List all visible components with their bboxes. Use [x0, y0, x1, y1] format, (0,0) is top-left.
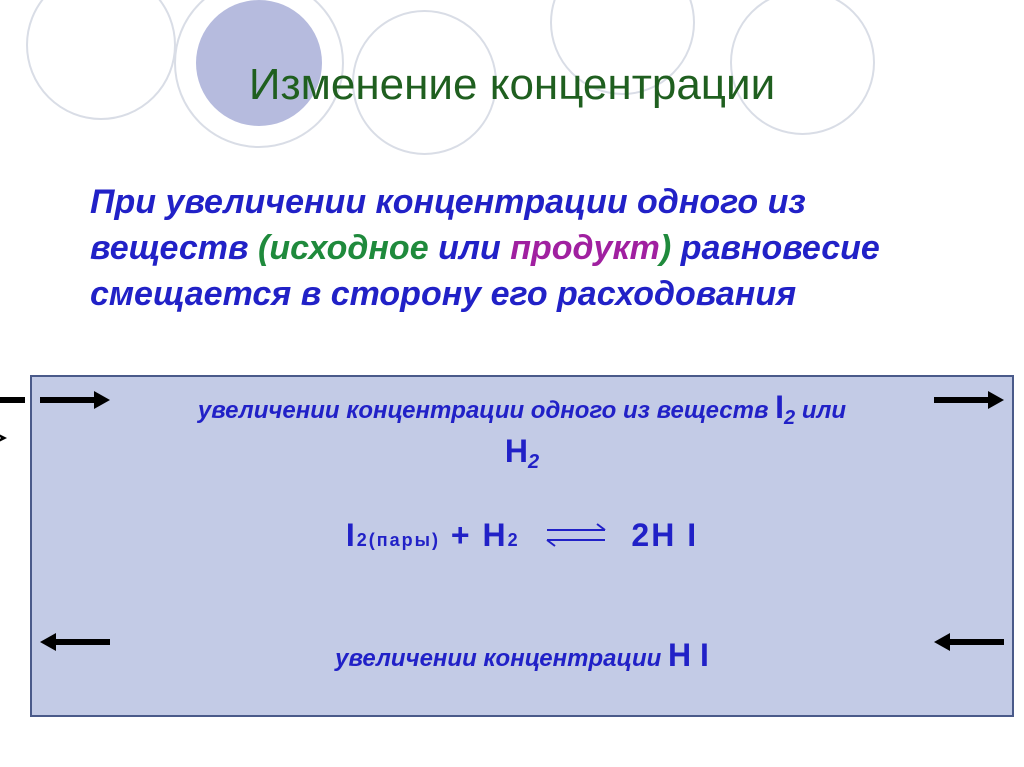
title-text: Изменение концентрации — [249, 60, 775, 109]
iodine-symbol: I — [775, 389, 784, 425]
increase-reactants-line: увеличении концентрации одного из вещест… — [32, 387, 1012, 475]
arrow-top-left — [40, 388, 110, 412]
reversible-arrows-icon — [541, 519, 611, 556]
reaction-equation: I2(пары) + Н2 2Н I — [32, 517, 1012, 556]
eq-i-sub: 2(пары) — [357, 530, 440, 550]
iodine-sub: 2 — [784, 407, 795, 429]
eq-plus: + — [440, 517, 482, 553]
hydrogen-symbol: H — [505, 433, 528, 469]
arrow-external-top — [0, 388, 25, 412]
eq-h: Н — [483, 517, 508, 553]
eq-i: I — [346, 517, 357, 553]
line1-sep: или — [795, 397, 846, 424]
increase-product-line: увеличении концентрации Н I — [32, 637, 1012, 674]
line1-prefix: увеличении концентрации одного из вещест… — [198, 397, 775, 424]
arrow-external-left — [0, 432, 7, 444]
example-box: увеличении концентрации одного из вещест… — [30, 375, 1014, 717]
line2-prefix: увеличении концентрации — [335, 645, 668, 672]
para-part5: ) — [660, 229, 681, 267]
para-part2: (исходное — [258, 229, 429, 267]
hi-symbol: Н I — [668, 637, 709, 673]
arrow-top-right — [934, 388, 1004, 412]
principle-paragraph: При увеличении концентрации одного из ве… — [90, 180, 954, 318]
page-title: Изменение концентрации — [0, 60, 1024, 110]
eq-product: 2Н I — [631, 517, 698, 553]
para-part3: или — [429, 229, 511, 267]
hydrogen-sub: 2 — [528, 451, 539, 473]
eq-h-sub: 2 — [508, 530, 520, 550]
arrow-bottom-right — [934, 630, 1004, 654]
para-part4: продукт — [510, 229, 660, 267]
arrow-bottom-left — [40, 630, 110, 654]
